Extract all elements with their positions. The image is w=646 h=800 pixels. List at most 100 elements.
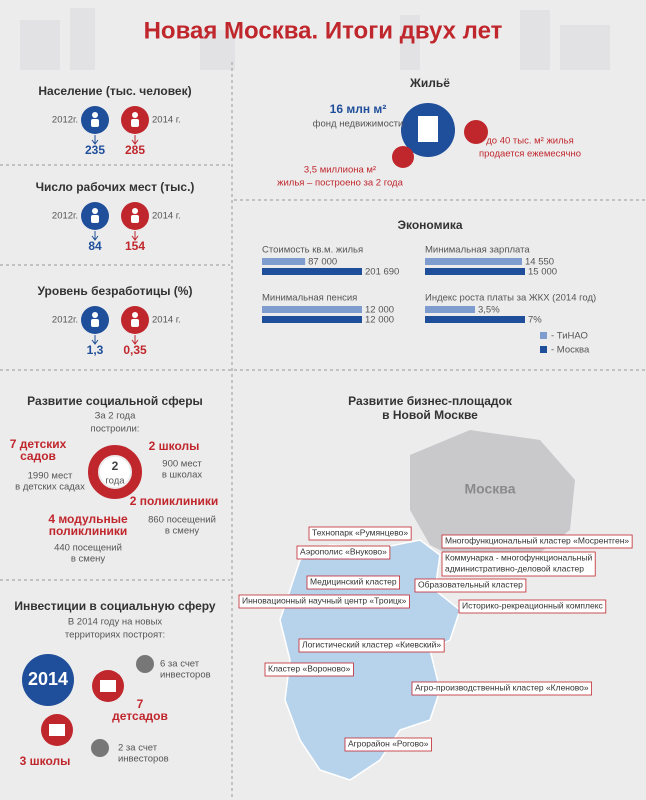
item-text: 440 посещений [54, 543, 122, 554]
site-label: Медицинский кластер [310, 576, 397, 586]
section-title: в Новой Москве [382, 408, 478, 422]
arrow [91, 235, 99, 241]
section-subtitle: территориях построят: [65, 630, 165, 641]
arrow [131, 339, 139, 345]
item-text: инвесторов [160, 670, 211, 681]
item-text: 2 за счет [118, 743, 158, 754]
housing-text: продается ежемесячно [479, 149, 581, 160]
person-icon [92, 208, 98, 214]
arrow [91, 339, 99, 345]
bar [425, 316, 525, 323]
bar [425, 268, 525, 275]
item-text: в смену [71, 554, 105, 565]
site-box [458, 599, 607, 614]
site-box [441, 534, 633, 549]
bar-value: 15 000 [528, 267, 557, 278]
site-box [306, 575, 400, 590]
housing-text: 3,5 миллиона м² [304, 165, 376, 176]
site-label: Агро-производственный кластер «Кленово» [415, 682, 589, 692]
person-icon [91, 215, 99, 223]
site-label: Коммунарка - многофункциональный [445, 552, 592, 562]
legend-swatch [540, 346, 547, 353]
site-label: Логистический кластер «Киевский» [302, 639, 441, 649]
stat-value: 84 [88, 239, 102, 253]
dividers [0, 62, 646, 800]
page-title: Новая Москва. Итоги двух лет [144, 17, 503, 44]
year-label: 2012г. [52, 211, 78, 222]
icon-circle [464, 120, 488, 144]
skyline [20, 8, 610, 70]
section-subtitle: В 2014 году на новых [68, 617, 163, 628]
person-icon [91, 319, 99, 327]
section-title: Население (тыс. человек) [38, 84, 191, 98]
site-label: Образовательный кластер [418, 579, 523, 589]
labels: Новая Москва. Итоги двух лет Население (т… [10, 17, 633, 768]
section-subtitle: построили: [91, 424, 140, 435]
item-title: садов [20, 449, 56, 463]
site-label: Инновационный научный центр «Троицк» [242, 595, 407, 605]
bar [262, 316, 362, 323]
site-label: Технопарк «Румянцево» [312, 527, 408, 537]
bar-value: 7% [528, 315, 542, 326]
site-label: Историко-рекреационный комплекс [462, 600, 604, 610]
site-box [296, 545, 391, 560]
section-title: Число рабочих мест (тыс.) [36, 180, 195, 194]
site-label: Аэрополис «Внуково» [300, 546, 387, 556]
person-icon [132, 112, 138, 118]
donut-center [100, 457, 130, 487]
housing-text: фонд недвижимости [313, 119, 404, 130]
site-box [414, 578, 527, 593]
person-icon [131, 215, 139, 223]
year-label: 2014 г. [152, 211, 181, 222]
section-subtitle: За 2 года [95, 411, 136, 422]
building-icon [49, 724, 65, 736]
section-title: Жильё [409, 76, 450, 90]
housing-text: 16 млн м² [330, 102, 387, 116]
section-title: Экономика [397, 218, 462, 232]
item-text: 6 за счет [160, 659, 200, 670]
donut [88, 445, 142, 499]
year-label: 2012г. [52, 315, 78, 326]
site-label: Агрорайон «Рогово» [348, 738, 429, 748]
icons [22, 103, 547, 757]
bar [262, 306, 362, 313]
stat-value: 235 [85, 143, 105, 157]
housing-text: жилья – построено за 2 года [277, 178, 403, 189]
bar [262, 258, 306, 265]
item-title: поликлиники [49, 524, 127, 538]
bar-value: 3,5% [478, 305, 500, 316]
icon-circle [91, 739, 109, 757]
site-label: административно-деловой кластер [445, 563, 584, 573]
stat-value: 154 [125, 239, 145, 253]
person-icon [132, 312, 138, 318]
item-text: в школах [162, 470, 202, 481]
bar [262, 268, 362, 275]
site-box [411, 681, 593, 696]
arrow [131, 235, 139, 241]
site-box [298, 638, 445, 653]
bar-value: 201 690 [365, 267, 399, 278]
building-icon [100, 680, 116, 692]
donut-label: года [105, 476, 125, 487]
person-icon [132, 208, 138, 214]
indicator-label: Стоимость кв.м. жилья [262, 245, 363, 256]
item-title: 7 [137, 697, 144, 711]
building-icon [418, 116, 438, 142]
item-title: 3 школы [20, 754, 71, 768]
stat-value: 1,3 [87, 343, 104, 357]
site-box [238, 594, 410, 609]
person-icon [131, 119, 139, 127]
item-title: 4 модульные [48, 512, 128, 526]
section-title: Уровень безработицы (%) [38, 284, 193, 298]
indicator-label: Минимальная зарплата [425, 245, 530, 256]
icon-circle [136, 655, 154, 673]
year-label: 2014 г. [152, 315, 181, 326]
legend-label: - ТиНАО [551, 331, 588, 342]
arrow [131, 139, 139, 145]
person-icon [91, 119, 99, 127]
item-title: 2 поликлиники [130, 494, 218, 508]
housing-text: до 40 тыс. м² жилья [486, 136, 574, 147]
city-label: Москва [464, 481, 515, 497]
item-text: в детских садах [15, 482, 85, 493]
